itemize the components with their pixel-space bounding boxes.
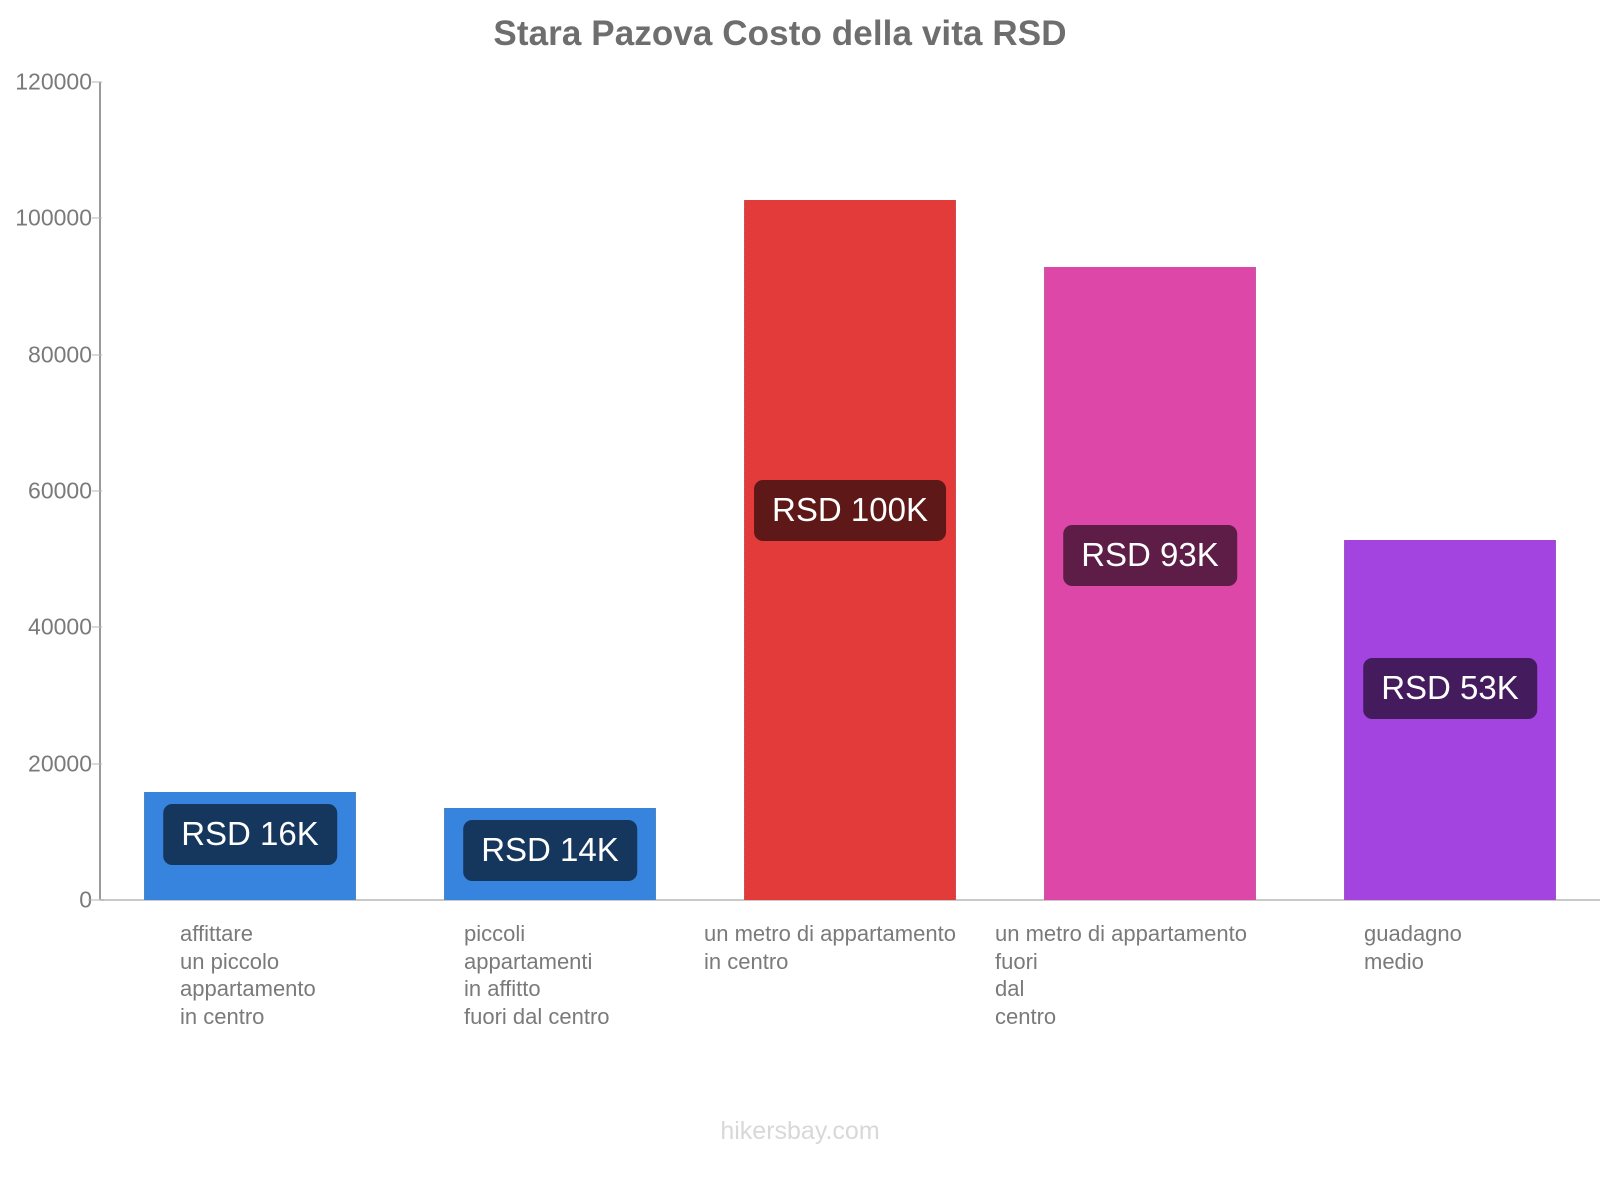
site-watermark: hikersbay.com <box>720 1117 880 1145</box>
y-axis-tick-mark <box>92 81 102 83</box>
y-axis-tick-label: 20000 <box>28 750 92 777</box>
x-axis-category-label-3: un metro di appartamento in centro <box>704 921 956 974</box>
y-axis-tick-label: 60000 <box>28 477 92 504</box>
bar-value-label-3: RSD 100K <box>754 479 946 541</box>
x-axis-category-label-1: affittare un piccolo appartamento in cen… <box>180 921 316 1029</box>
bar-value-label-1: RSD 16K <box>163 803 337 865</box>
x-axis-category-label-5: guadagno medio <box>1364 921 1462 974</box>
y-axis-tick-mark <box>92 763 102 765</box>
y-axis-tick-label: 120000 <box>15 68 92 95</box>
bar-value-label-4: RSD 93K <box>1063 524 1237 586</box>
y-axis-tick-label: 0 <box>79 886 92 913</box>
bar-value-label-2: RSD 14K <box>463 819 637 881</box>
y-axis-tick-mark <box>92 354 102 356</box>
y-axis-tick-label: 100000 <box>15 204 92 231</box>
y-axis-tick-mark <box>92 217 102 219</box>
y-axis-tick-mark <box>92 490 102 492</box>
y-axis-tick-label: 40000 <box>28 613 92 640</box>
y-axis-tick-label: 80000 <box>28 341 92 368</box>
bar-5[interactable] <box>1344 540 1556 900</box>
chart-title: Stara Pazova Costo della vita RSD <box>493 14 1067 53</box>
x-axis-category-label-2: piccoli appartamenti in affitto fuori da… <box>464 921 610 1029</box>
bar-value-label-5: RSD 53K <box>1363 658 1537 720</box>
x-axis-line <box>100 899 1600 901</box>
y-axis-tick-mark <box>88 899 104 901</box>
x-axis-category-label-4: un metro di appartamento fuori dal centr… <box>995 921 1247 1029</box>
bar-3[interactable] <box>744 199 956 900</box>
y-axis-tick-mark <box>92 626 102 628</box>
